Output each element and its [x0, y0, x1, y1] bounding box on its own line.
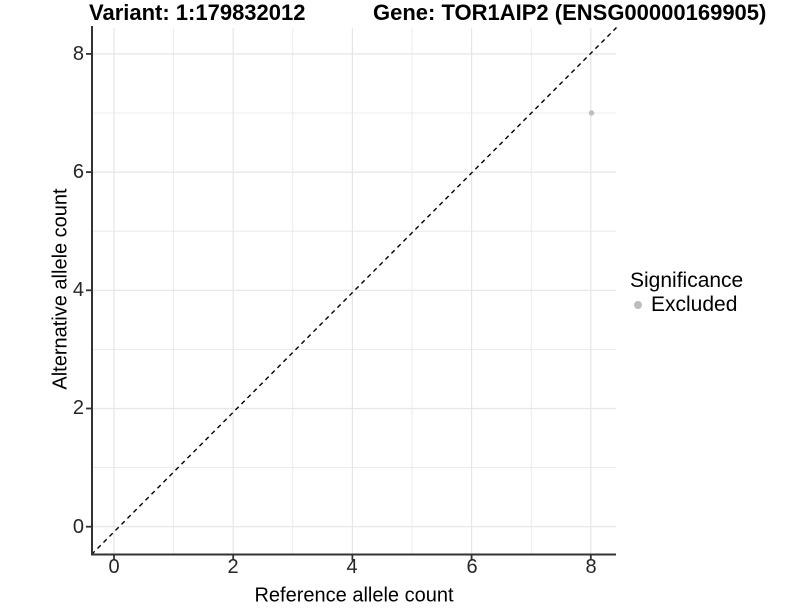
y-tick-label-4: 4: [72, 279, 84, 301]
x-tick-label-6: 6: [466, 556, 478, 578]
y-tick-label-2: 2: [72, 397, 84, 419]
x-tick-label-2: 2: [227, 556, 239, 578]
variant-title: Variant: 1:179832012: [89, 0, 306, 25]
legend-title: Significance: [630, 269, 744, 292]
gene-title: Gene: TOR1AIP2 (ENSG00000169905): [373, 0, 767, 25]
x-tick-marks: [113, 555, 592, 561]
y-tick-label-0: 0: [72, 516, 84, 538]
legend-entry-label: Excluded: [651, 293, 738, 316]
y-tick-label-6: 6: [72, 161, 84, 183]
data-point-excluded: [588, 110, 595, 116]
horizontal-gridlines: [93, 53, 616, 528]
legend: Significance Excluded: [630, 269, 744, 316]
x-axis-title: Reference allele count: [254, 584, 454, 607]
y-axis-title: Alternative allele count: [49, 188, 72, 390]
x-tick-label-0: 0: [108, 556, 120, 578]
excluded-dot-icon: [634, 300, 642, 309]
y-tick-label-8: 8: [72, 43, 84, 65]
x-tick-label-8: 8: [585, 556, 597, 578]
legend-entry-excluded: Excluded: [630, 293, 743, 316]
x-tick-label-4: 4: [346, 556, 358, 578]
y-tick-marks: [86, 53, 91, 528]
identity-line: [91, 27, 617, 555]
